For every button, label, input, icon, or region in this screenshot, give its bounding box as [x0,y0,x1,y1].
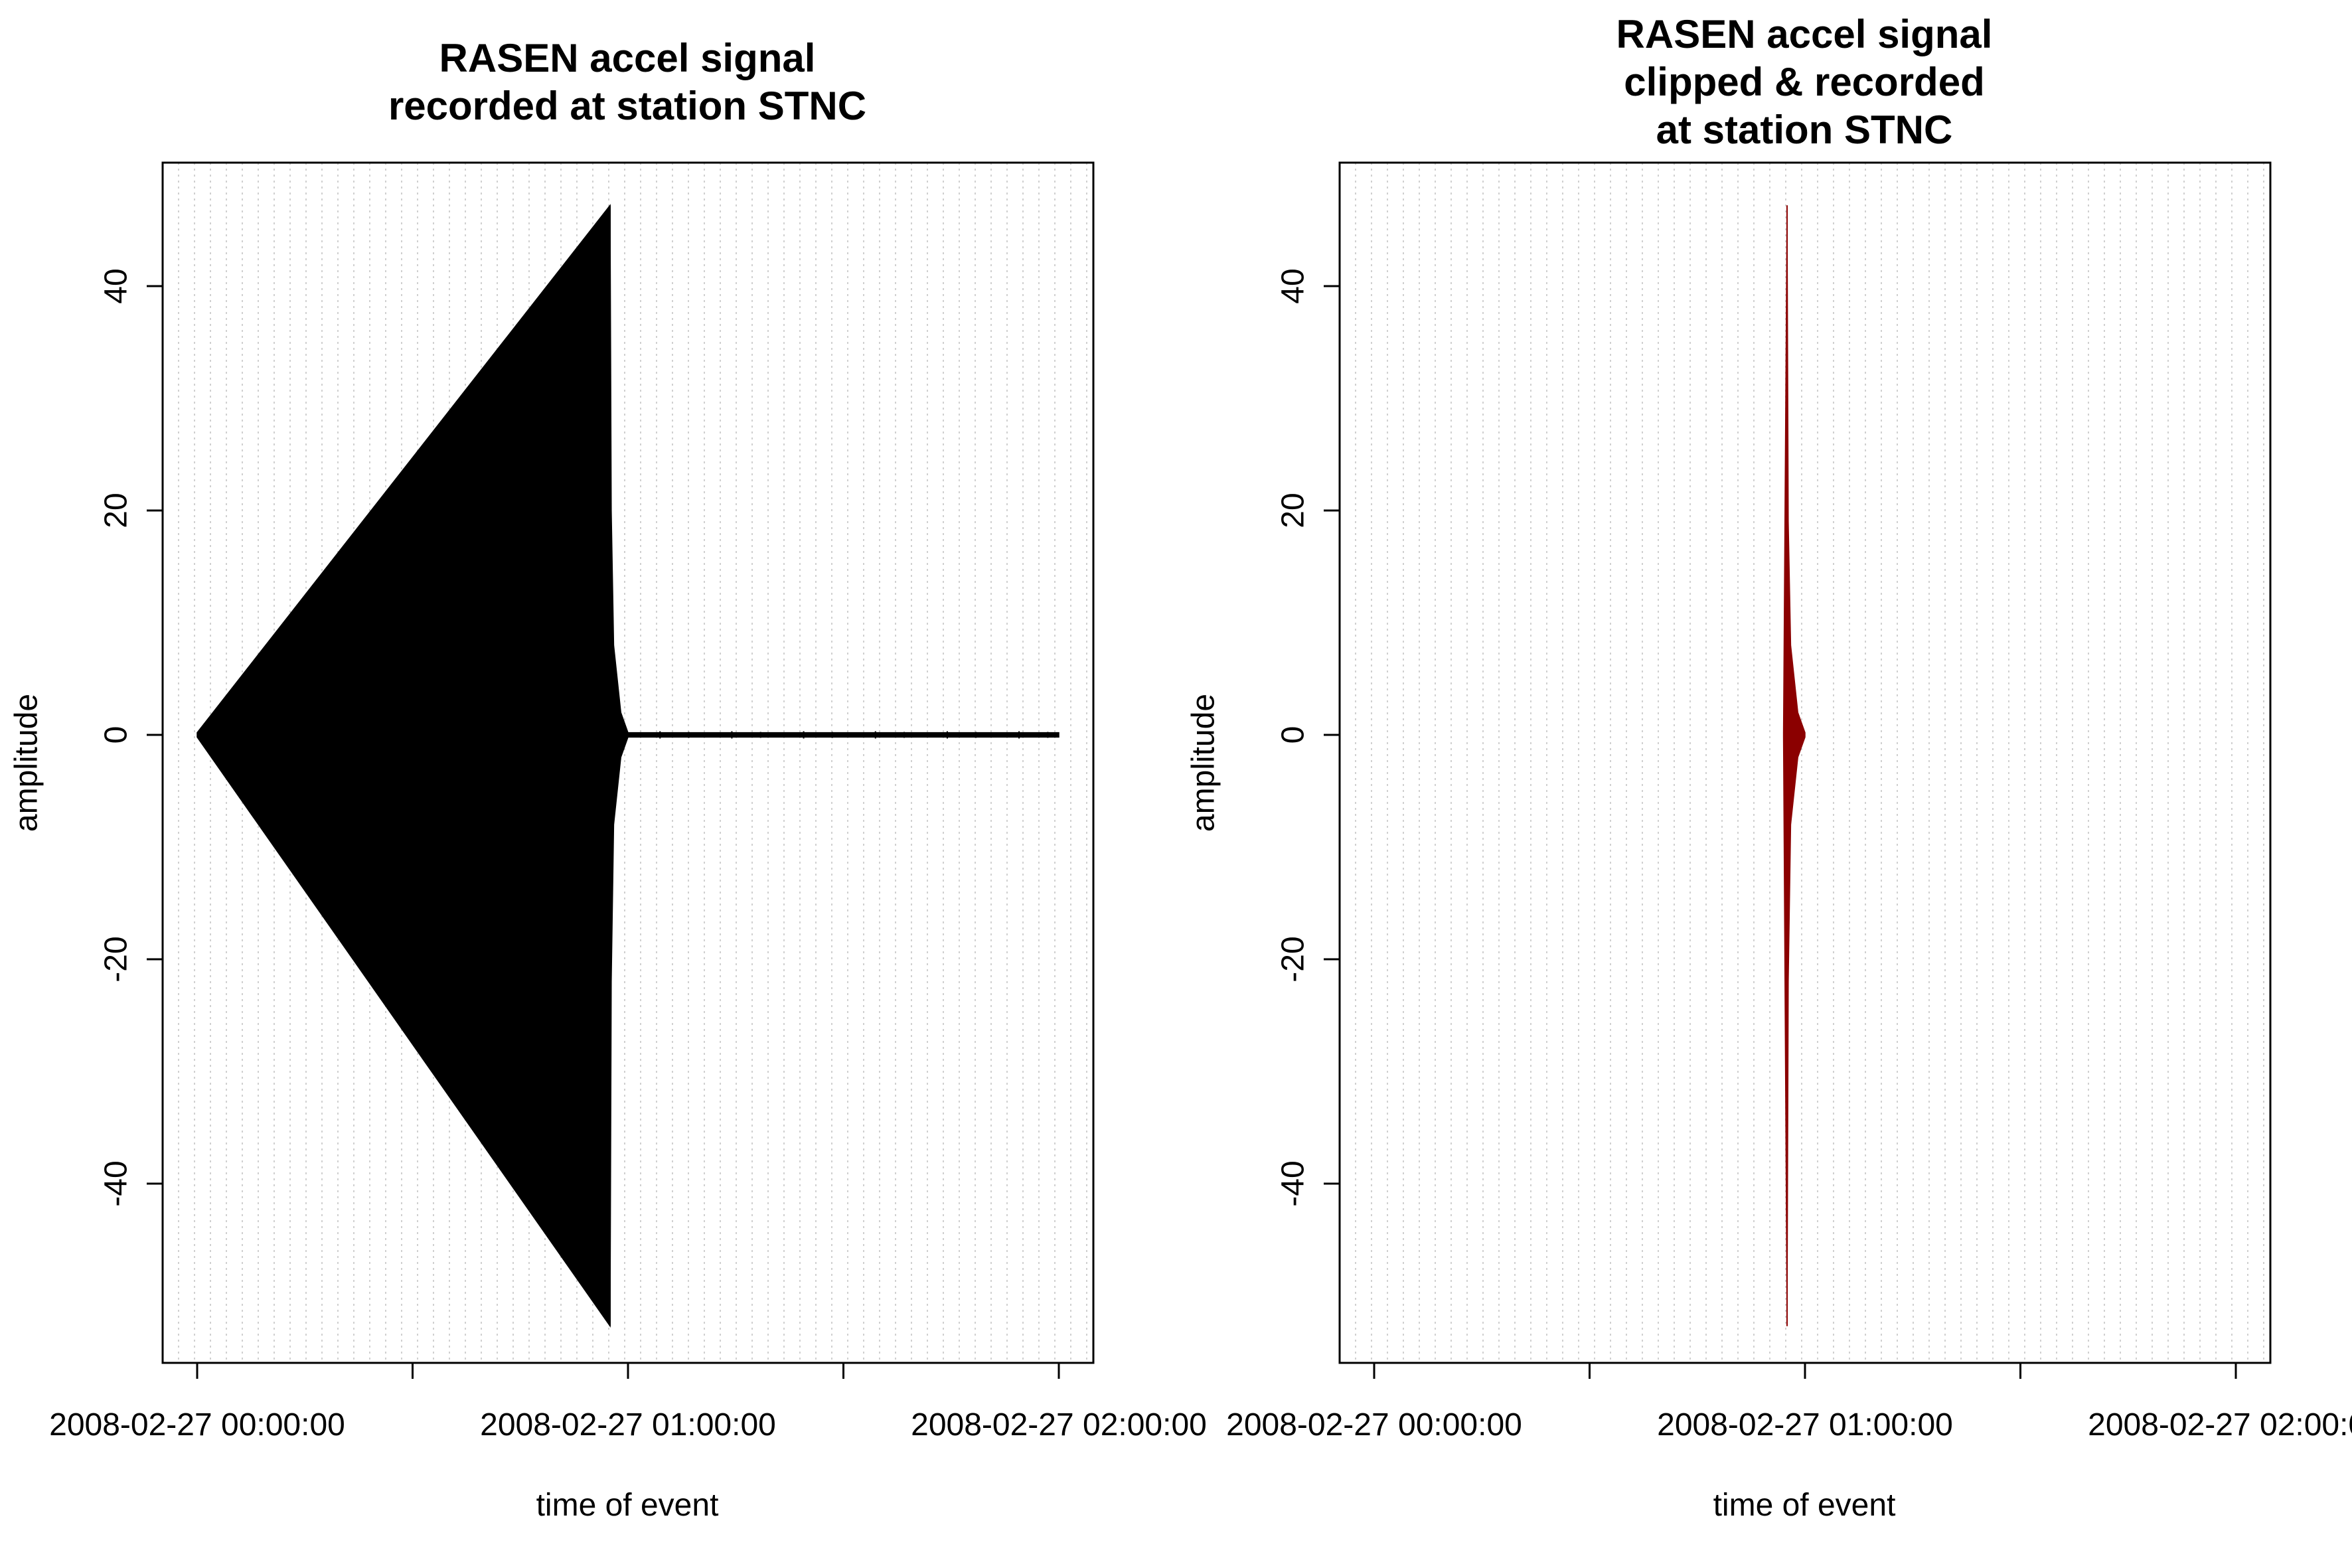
y-tick-label: 20 [99,493,134,528]
x-tick-label: 2008-02-27 00:00:00 [1226,1407,1522,1443]
x-tick-label: 2008-02-27 01:00:00 [480,1407,776,1443]
grid [1355,163,2264,1363]
chart-panel-1: RASEN accel signal recorded at station ST… [9,36,1207,1523]
y-tick-label: -40 [1276,1160,1311,1206]
x-tick-label: 2008-02-27 02:00:00 [2088,1407,2352,1443]
title-line: RASEN accel signal [439,36,816,80]
y-axis-label: amplitude [9,694,44,832]
x-axis: 2008-02-27 00:00:00 2008-02-27 01:00:00 20… [1226,1362,2352,1443]
chart-title: RASEN accel signal clipped & recorded at s… [1616,12,1993,152]
y-axis: -40 -20 0 20 40 [99,268,163,1207]
chart-title: RASEN accel signal recorded at station ST… [388,36,866,128]
x-axis: 2008-02-27 00:00:00 2008-02-27 01:00:00 20… [49,1362,1207,1443]
x-tick-label: 2008-02-27 02:00:00 [911,1407,1207,1443]
y-tick-label: 40 [1276,268,1311,303]
y-tick-label: 20 [1276,493,1311,528]
y-tick-label: -20 [99,936,134,982]
title-line: RASEN accel signal [1616,12,1993,56]
plot-frame [1338,161,2272,1364]
y-axis: -40 -20 0 20 40 [1276,268,1340,1207]
y-axis-label: amplitude [1186,694,1221,832]
series-noise [200,731,1049,739]
title-line: at station STNC [1656,108,1953,152]
x-axis-label: time of event [536,1488,719,1523]
y-tick-label: 0 [1276,726,1311,744]
x-tick-label: 2008-02-27 01:00:00 [1657,1407,1953,1443]
y-tick-label: -40 [99,1160,134,1206]
title-line: recorded at station STNC [388,84,866,128]
chart-panel-2: RASEN accel signal clipped & recorded at s… [1186,12,2352,1523]
x-tick-label: 2008-02-27 00:00:00 [49,1407,345,1443]
x-axis-label: time of event [1713,1488,1896,1523]
title-line: clipped & recorded [1624,60,1984,104]
series-envelope [196,204,1059,1328]
series [196,204,1059,1328]
series [1782,205,1806,1326]
y-tick-label: -20 [1276,936,1311,982]
y-tick-label: 0 [99,726,134,744]
y-tick-label: 40 [99,268,134,303]
